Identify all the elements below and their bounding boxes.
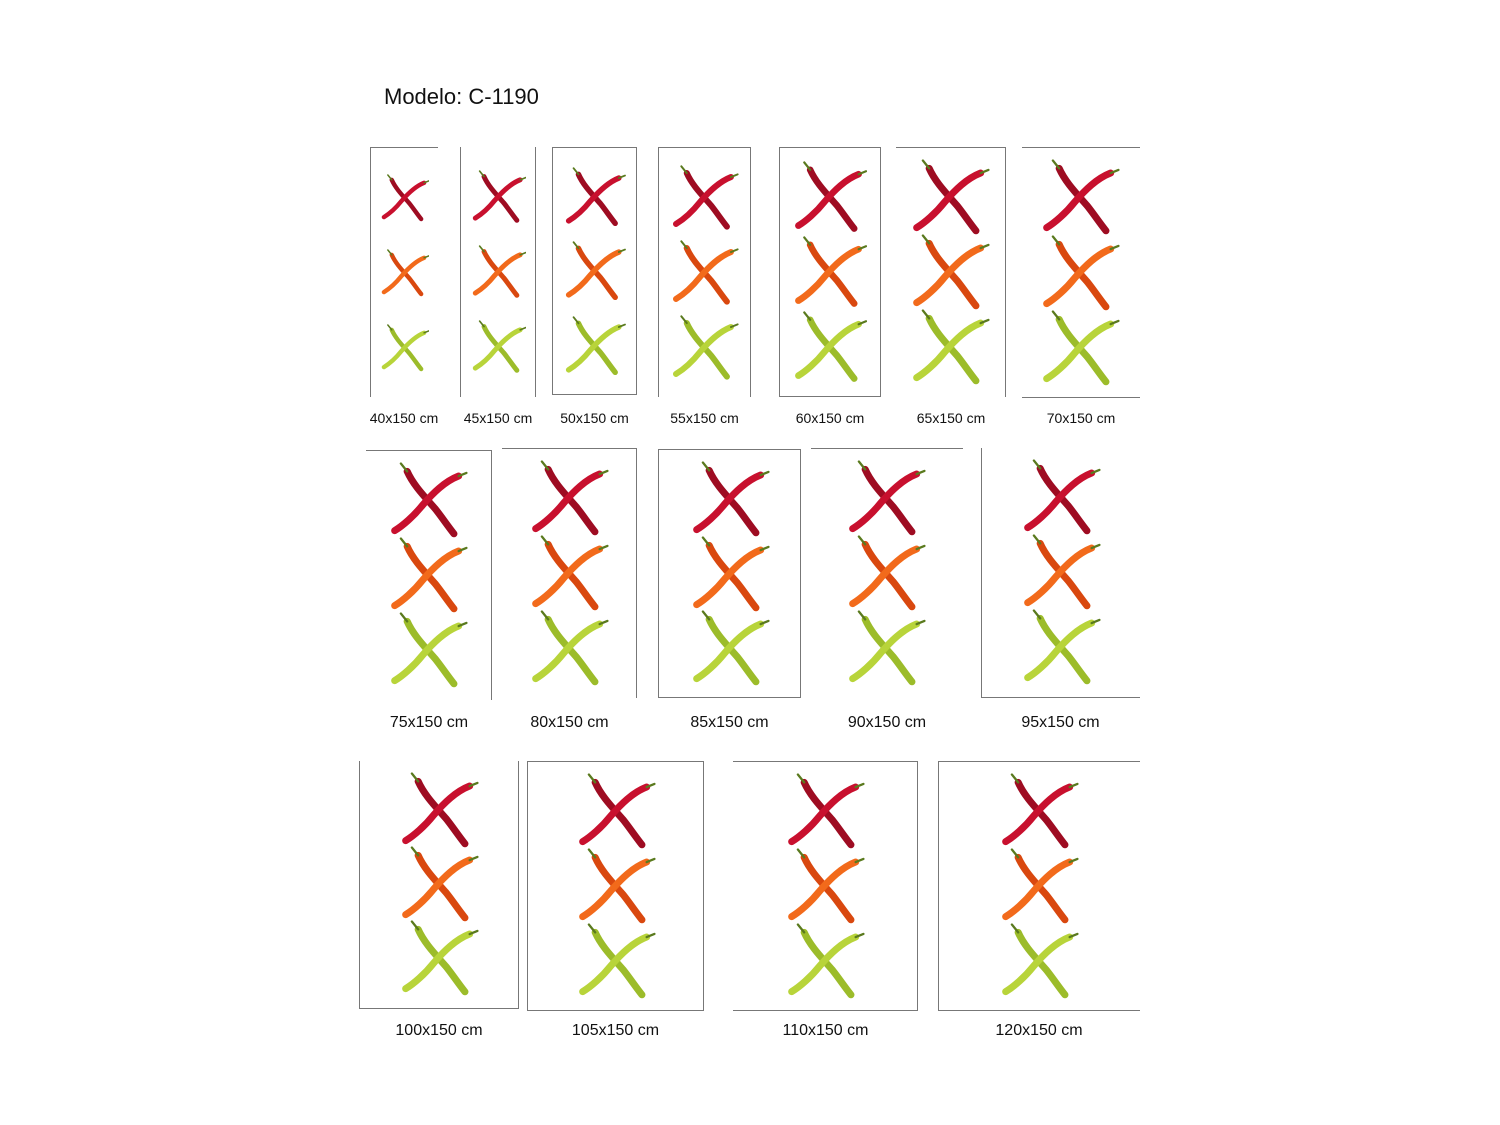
size-label: 120x150 cm [995,1022,1083,1039]
orange-chili-cross-image [672,239,739,307]
size-label: 80x150 cm [530,714,609,731]
green-chili-cross-image [381,323,430,373]
orange-chili-cross-image [692,535,770,614]
orange-chili-cross-image [1042,234,1120,313]
size-label: 40x150 cm [369,410,439,426]
size-preview-panel [359,761,519,1009]
size-preview-panel [938,761,1140,1011]
green-chili-cross-image [692,610,770,688]
red-chili-cross-image [401,771,479,850]
red-chili-cross-image [578,773,656,851]
orange-chili-cross-image [578,848,656,926]
size-preview-panel [527,761,704,1011]
red-chili-cross-image [381,173,430,223]
size-preview-panel [1022,147,1140,398]
green-chili-cross-image [531,610,609,688]
green-chili-cross-image [848,610,926,688]
green-chili-cross-image [401,920,479,998]
green-chili-cross-image [1042,310,1120,388]
green-chili-cross-image [578,923,656,1001]
orange-chili-cross-image [390,537,468,615]
red-chili-cross-image [472,169,527,225]
size-label: 45x150 cm [463,410,533,426]
green-chili-cross-image [1023,609,1101,687]
size-preview-panel [811,448,963,698]
green-chili-cross-image [672,314,739,382]
green-chili-cross-image [912,309,990,387]
size-preview-panel [460,147,536,397]
red-chili-cross-image [531,460,609,538]
size-preview-panel [779,147,881,397]
size-label: 60x150 cm [795,410,865,426]
orange-chili-cross-image [794,236,868,309]
red-chili-cross-image [848,460,926,538]
green-chili-cross-image [794,311,868,384]
red-chili-cross-image [1023,459,1101,537]
orange-chili-cross-image [381,248,430,298]
red-chili-cross-image [912,159,990,237]
red-chili-cross-image [787,773,865,851]
size-label: 110x150 cm [782,1022,869,1039]
red-chili-cross-image [794,161,868,234]
size-preview-panel [552,147,637,395]
green-chili-cross-image [390,612,468,690]
red-chili-cross-image [1042,159,1120,237]
size-preview-panel [733,761,918,1011]
size-label: 70x150 cm [1046,410,1116,426]
orange-chili-cross-image [1023,534,1101,612]
orange-chili-cross-image [531,535,609,613]
size-preview-panel [896,147,1006,397]
red-chili-cross-image [1001,773,1079,851]
size-label: 50x150 cm [560,410,629,426]
orange-chili-cross-image [787,848,865,926]
orange-chili-cross-image [1001,848,1079,926]
size-label: 75x150 cm [389,714,469,731]
size-preview-panel [366,450,492,700]
size-preview-panel [981,448,1140,698]
size-preview-panel [370,147,438,397]
orange-chili-cross-image [848,535,926,613]
size-label: 105x150 cm [571,1022,660,1039]
orange-chili-cross-image [401,846,479,924]
size-preview-panel [502,448,637,698]
model-title: Modelo: C-1190 [384,84,539,109]
size-preview-panel [658,147,751,397]
green-chili-cross-image [565,316,626,377]
green-chili-cross-image [787,923,865,1001]
size-label: 55x150 cm [670,410,739,426]
green-chili-cross-image [1001,923,1079,1001]
red-chili-cross-image [565,167,626,228]
size-label: 95x150 cm [1021,714,1100,731]
size-preview-panel [658,449,801,698]
size-label: 65x150 cm [916,410,986,426]
red-chili-cross-image [692,461,770,539]
red-chili-cross-image [672,164,739,232]
orange-chili-cross-image [472,244,527,300]
size-label: 85x150 cm [690,714,769,731]
size-label: 90x150 cm [847,714,927,731]
size-label: 100x150 cm [395,1022,483,1039]
orange-chili-cross-image [912,234,990,312]
green-chili-cross-image [472,319,527,375]
orange-chili-cross-image [565,241,626,302]
red-chili-cross-image [390,462,468,540]
